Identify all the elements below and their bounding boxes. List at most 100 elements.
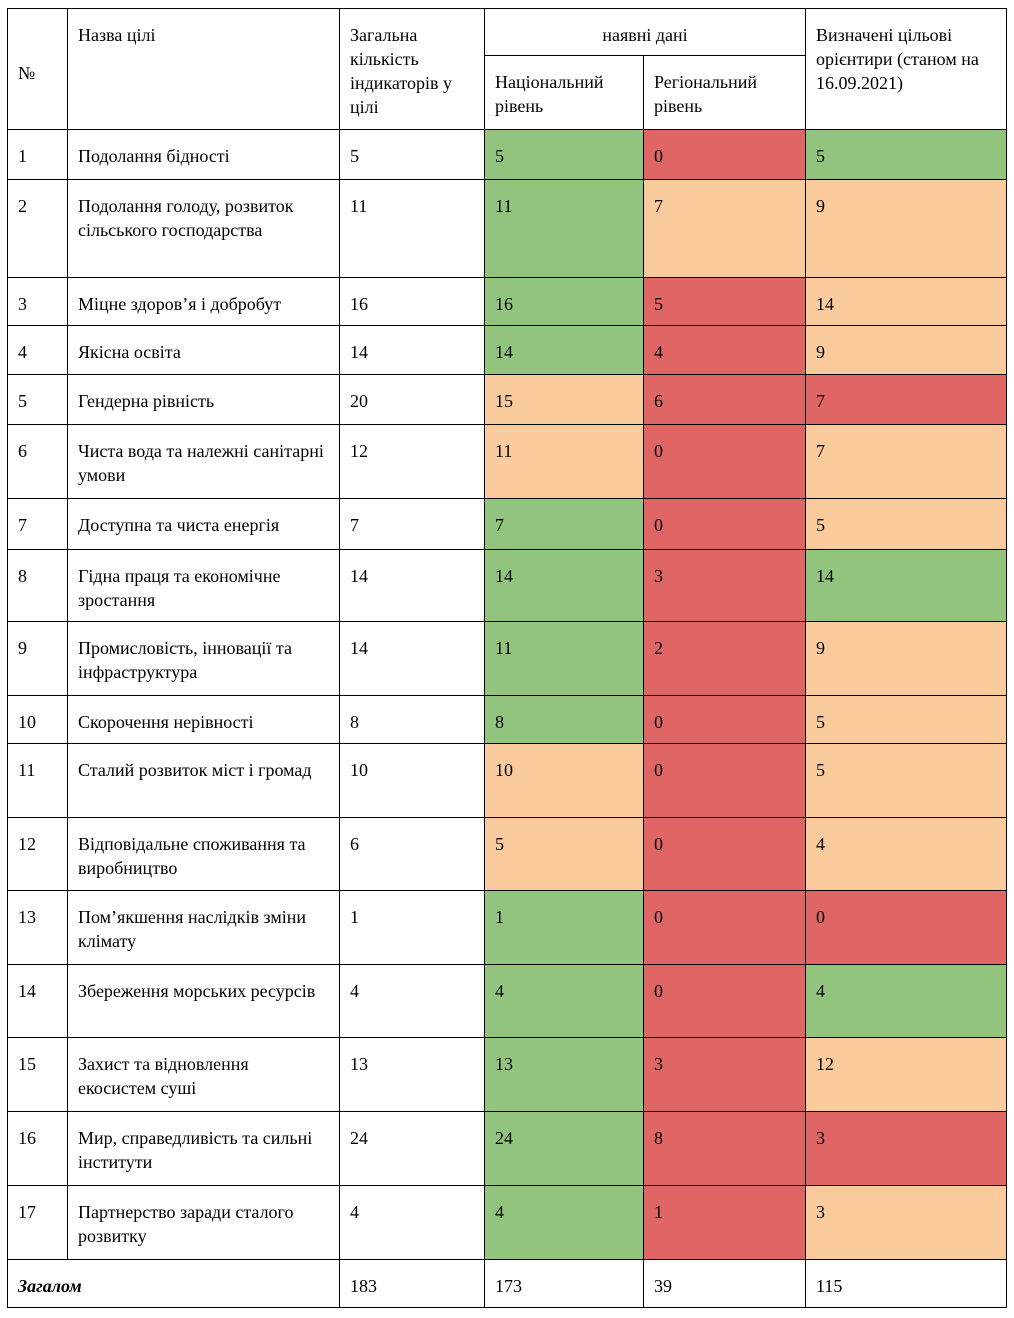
goal-name-cell: Гендерна рівність — [67, 374, 340, 425]
target-cell: 3 — [805, 1111, 1007, 1186]
goal-name-cell: Сталий розвиток міст і громад — [67, 743, 340, 818]
total-indicators-cell: 14 — [339, 549, 485, 622]
total-indicators-cell: 4 — [339, 964, 485, 1038]
regional-level-cell: 0 — [643, 743, 806, 818]
header-national-level: Національний рівень — [484, 55, 644, 130]
goal-number-cell: 12 — [7, 817, 68, 891]
target-cell: 14 — [805, 277, 1007, 326]
table-row: 12 Відповідальне споживання та виробництв… — [7, 817, 1007, 891]
goal-number-cell: 1 — [7, 129, 68, 180]
total-indicators-cell: 11 — [339, 179, 485, 278]
goal-name-cell: Захист та відновлення екосистем суші — [67, 1037, 340, 1112]
total-indicators-cell: 24 — [339, 1111, 485, 1186]
table-row: 4 Якісна освіта 14 14 4 9 — [7, 325, 1007, 375]
table-row: 13 Пом’якшення наслідків зміни клімату 1 1 0… — [7, 890, 1007, 965]
goal-name-cell: Якісна освіта — [67, 325, 340, 375]
national-level-cell: 5 — [484, 817, 644, 891]
goal-name-cell: Мир, справедливість та сильні інститути — [67, 1111, 340, 1186]
regional-level-cell: 0 — [643, 964, 806, 1038]
regional-level-cell: 7 — [643, 179, 806, 278]
national-level-cell: 4 — [484, 1185, 644, 1260]
goal-number-cell: 9 — [7, 621, 68, 696]
target-cell: 4 — [805, 964, 1007, 1038]
target-cell: 9 — [805, 621, 1007, 696]
totals-label: Загалом — [7, 1259, 340, 1308]
header-total-indicators: Загальна кількість індикаторів у цілі — [339, 8, 485, 130]
header-defined-targets: Визначені цільові орієнтири (станом на 1… — [805, 8, 1007, 130]
goal-number-cell: 14 — [7, 964, 68, 1038]
target-cell: 5 — [805, 743, 1007, 818]
table-row: 17 Партнерство заради сталого розвитку 4 4 1… — [7, 1185, 1007, 1260]
goal-number-cell: 13 — [7, 890, 68, 965]
target-cell: 3 — [805, 1185, 1007, 1260]
national-level-cell: 15 — [484, 374, 644, 425]
goal-number-cell: 4 — [7, 325, 68, 375]
goal-name-cell: Партнерство заради сталого розвитку — [67, 1185, 340, 1260]
table-row: 1 Подолання бідності 5 5 0 5 — [7, 129, 1007, 180]
regional-level-cell: 5 — [643, 277, 806, 326]
regional-level-cell: 4 — [643, 325, 806, 375]
goal-name-cell: Скорочення нерівності — [67, 695, 340, 744]
national-level-cell: 13 — [484, 1037, 644, 1112]
goal-number-cell: 6 — [7, 424, 68, 499]
total-indicators-cell: 7 — [339, 498, 485, 550]
goal-number-cell: 10 — [7, 695, 68, 744]
national-level-cell: 4 — [484, 964, 644, 1038]
sdg-indicators-table: № Назва цілі Загальна кількість індикато… — [7, 8, 1007, 1308]
goal-name-cell: Пом’якшення наслідків зміни клімату — [67, 890, 340, 965]
total-indicators-cell: 5 — [339, 129, 485, 180]
regional-level-cell: 0 — [643, 498, 806, 550]
goal-name-cell: Збереження морських ресурсів — [67, 964, 340, 1038]
total-indicators-cell: 10 — [339, 743, 485, 818]
goal-name-cell: Гідна праця та економічне зростання — [67, 549, 340, 622]
total-indicators-cell: 20 — [339, 374, 485, 425]
target-cell: 5 — [805, 498, 1007, 550]
national-level-cell: 10 — [484, 743, 644, 818]
national-level-cell: 1 — [484, 890, 644, 965]
target-cell: 9 — [805, 325, 1007, 375]
regional-level-cell: 8 — [643, 1111, 806, 1186]
target-cell: 0 — [805, 890, 1007, 965]
target-cell: 5 — [805, 129, 1007, 180]
total-indicators-cell: 13 — [339, 1037, 485, 1112]
table-row: 8 Гідна праця та економічне зростання 14 14… — [7, 549, 1007, 622]
goal-name-cell: Доступна та чиста енергія — [67, 498, 340, 550]
national-level-cell: 11 — [484, 179, 644, 278]
table-row: 16 Мир, справедливість та сильні інститут… — [7, 1111, 1007, 1186]
national-level-cell: 8 — [484, 695, 644, 744]
regional-level-cell: 2 — [643, 621, 806, 696]
goal-name-cell: Відповідальне споживання та виробництво — [67, 817, 340, 891]
goal-number-cell: 3 — [7, 277, 68, 326]
national-level-cell: 16 — [484, 277, 644, 326]
regional-level-cell: 0 — [643, 695, 806, 744]
national-level-cell: 14 — [484, 325, 644, 375]
goal-number-cell: 2 — [7, 179, 68, 278]
target-cell: 14 — [805, 549, 1007, 622]
regional-level-cell: 0 — [643, 424, 806, 499]
total-indicators-cell: 14 — [339, 621, 485, 696]
table-row: 15 Захист та відновлення екосистем суші 13… — [7, 1037, 1007, 1112]
target-cell: 5 — [805, 695, 1007, 744]
totals-total-cell: 183 — [339, 1259, 485, 1308]
header-available-data: наявні дані — [484, 8, 806, 56]
target-cell: 7 — [805, 424, 1007, 499]
goal-number-cell: 16 — [7, 1111, 68, 1186]
table-row: 9 Промисловість, інновації та інфраструкт… — [7, 621, 1007, 696]
table-row: 6 Чиста вода та належні санітарні умови 12… — [7, 424, 1007, 499]
regional-level-cell: 3 — [643, 1037, 806, 1112]
header-number: № — [7, 8, 68, 130]
national-level-cell: 11 — [484, 424, 644, 499]
totals-row: Загалом 183 173 39 115 — [7, 1259, 1007, 1308]
header-goal-name: Назва цілі — [67, 8, 340, 130]
total-indicators-cell: 14 — [339, 325, 485, 375]
target-cell: 9 — [805, 179, 1007, 278]
table-row: 5 Гендерна рівність 20 15 6 7 — [7, 374, 1007, 425]
regional-level-cell: 0 — [643, 890, 806, 965]
table-row: 3 Міцне здоров’я і добробут 16 16 5 14 — [7, 277, 1007, 326]
goal-number-cell: 5 — [7, 374, 68, 425]
goal-number-cell: 11 — [7, 743, 68, 818]
totals-target-cell: 115 — [805, 1259, 1007, 1308]
total-indicators-cell: 4 — [339, 1185, 485, 1260]
national-level-cell: 11 — [484, 621, 644, 696]
regional-level-cell: 1 — [643, 1185, 806, 1260]
